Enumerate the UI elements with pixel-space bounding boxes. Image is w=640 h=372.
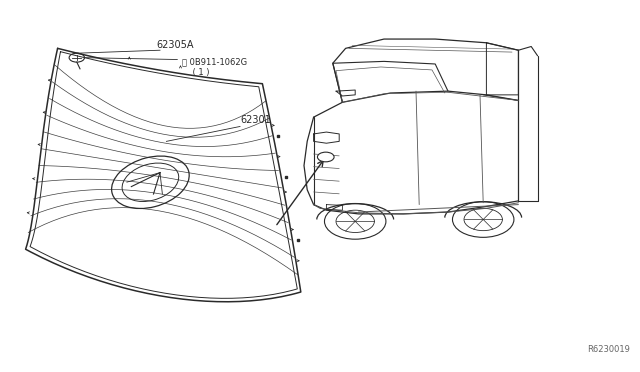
Text: Ⓝ 0B911-1062G
    ( 1 ): Ⓝ 0B911-1062G ( 1 ): [182, 58, 248, 77]
Circle shape: [317, 152, 334, 162]
Text: 62301: 62301: [240, 115, 271, 125]
Text: 62305A: 62305A: [157, 40, 195, 50]
Text: R6230019: R6230019: [588, 345, 630, 354]
